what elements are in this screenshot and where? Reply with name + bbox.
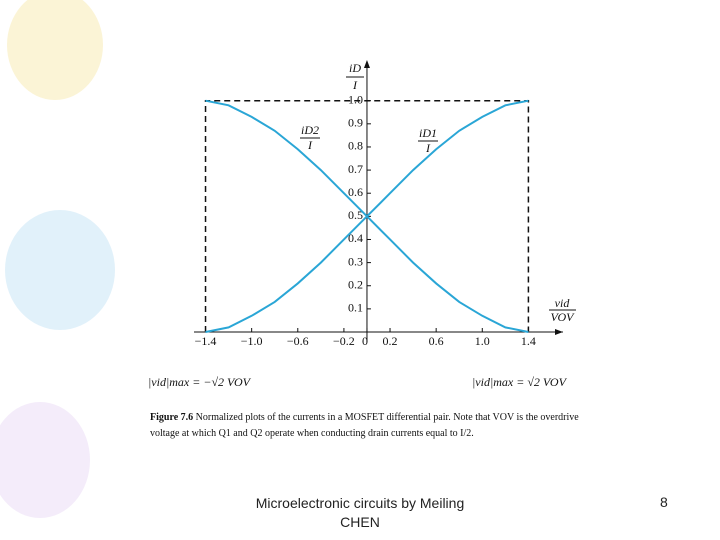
y-tick-label: 0.8 [348, 139, 363, 153]
background-balloons [0, 0, 115, 518]
series-label-num: iD2 [301, 123, 319, 137]
caption: Figure 7.6 Normalized plots of the curre… [150, 410, 580, 442]
x-tick-label: −0.6 [287, 334, 309, 348]
y-tick-label: 0.3 [348, 254, 363, 268]
y-tick-label: 0.7 [348, 162, 363, 176]
x-tick-label: 0.6 [429, 334, 444, 348]
y-tick-label: 1.0 [348, 92, 363, 106]
x-axis-arrow [555, 329, 563, 335]
y-tick-label: 0.5 [348, 208, 363, 222]
series-label-den: I [425, 141, 431, 155]
series-label-den: I [307, 138, 313, 152]
left-limit-label: |vid|max = −√2 VOV [148, 375, 252, 389]
caption-text: Normalized plots of the currents in a MO… [150, 412, 579, 439]
y-label-num: iD [349, 61, 361, 75]
x-label-den: VOV [551, 310, 576, 324]
series-label-num: iD1 [419, 126, 437, 140]
y-axis-arrow [363, 60, 370, 68]
y-tick-label: 0.9 [348, 116, 363, 130]
caption-label: Figure 7.6 [150, 412, 194, 423]
x-tick-label: −1.0 [241, 334, 263, 348]
right-limit-label: |vid|max = √2 VOV [472, 375, 568, 389]
page-number: 8 [660, 494, 668, 510]
limit-dash [204, 99, 530, 332]
curve [205, 99, 529, 333]
footer: Microelectronic circuits by Meiling CHEN [255, 495, 465, 530]
x-tick-label: −0.2 [333, 334, 355, 348]
y-tick-label: 0.4 [348, 231, 363, 245]
x-tick-label: 1.4 [521, 334, 536, 348]
y-tick-label: 0.1 [348, 301, 363, 315]
x-label-num: vid [555, 296, 571, 310]
x-tick-label: 0 [362, 334, 368, 348]
y-tick-label: 0.6 [348, 185, 363, 199]
y-label-den: I [352, 78, 358, 92]
x-tick-label: 1.0 [475, 334, 490, 348]
x-tick-label: 0.2 [383, 334, 398, 348]
y-tick-label: 0.2 [348, 277, 363, 291]
x-tick-label: −1.4 [195, 334, 217, 348]
